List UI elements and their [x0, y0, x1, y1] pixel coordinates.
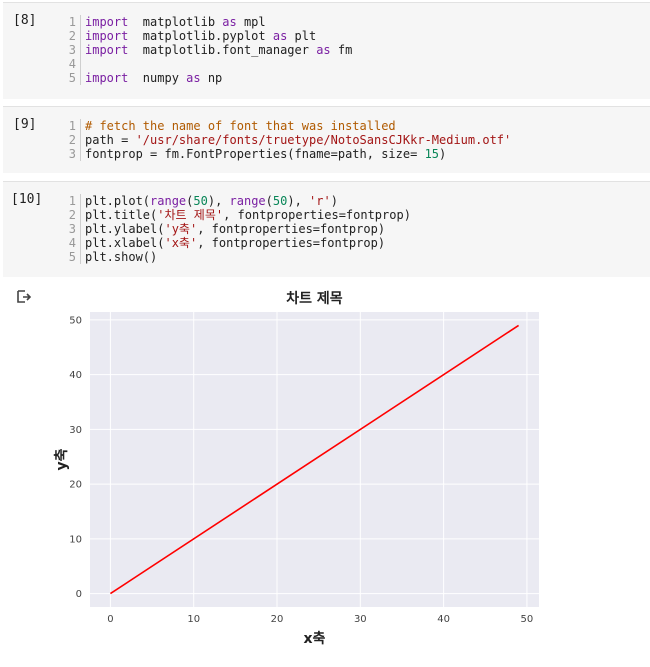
code-line: 5 import numpy as np: [65, 71, 352, 85]
code-token: , fontproperties=fontprop): [197, 236, 386, 250]
code-token: path =: [85, 133, 136, 147]
y-tick-label: 50: [69, 315, 82, 326]
code-token: ): [330, 194, 338, 208]
code-token: matplotlib.pyplot: [128, 29, 273, 43]
line-number: 5: [65, 250, 81, 264]
execution-count: [8]: [13, 13, 37, 28]
x-tick-label: 30: [354, 614, 367, 625]
code-token: , fontproperties=fontprop): [223, 208, 411, 222]
code-line: 3 fontprop = fm.FontProperties(fname=path…: [65, 147, 511, 161]
x-tick-label: 50: [521, 614, 534, 625]
x-axis-label: x축: [304, 631, 326, 647]
code-token: (: [186, 194, 194, 208]
x-tick-label: 10: [187, 614, 200, 625]
code-line: 1 # fetch the name of font that was insta…: [65, 119, 511, 133]
series-line: [109, 324, 520, 595]
x-tick-label: 0: [107, 614, 113, 625]
code-token: as: [316, 43, 331, 57]
line-number: 1: [65, 119, 81, 133]
code-cell-8[interactable]: [8] 1 import matplotlib as mpl 2 import mat…: [3, 2, 650, 99]
code-token: '차트 제목': [157, 208, 224, 222]
code-line: 4: [65, 57, 352, 71]
code-token: import: [85, 43, 129, 57]
output-arrow-icon[interactable]: [16, 289, 32, 305]
x-tick-label: 40: [437, 614, 450, 625]
code-token: mpl: [236, 15, 266, 29]
code-token: 'r': [309, 194, 331, 208]
code-line: 1 plt.plot(range(50), range(50), 'r'): [65, 194, 411, 208]
code-token: plt.ylabel(: [85, 222, 165, 236]
code-token: import: [85, 29, 129, 43]
code-line: 5 plt.show(): [65, 250, 411, 264]
code-editor[interactable]: 1 import matplotlib as mpl 2 import matplot…: [65, 15, 352, 85]
code-token: ): [439, 147, 447, 161]
code-token: plt.plot(: [85, 194, 151, 208]
code-token: 15: [424, 147, 440, 161]
code-line: 3 plt.ylabel('y축', fontproperties=fontpro…: [65, 222, 411, 236]
line-number: 4: [65, 57, 81, 71]
code-token: as: [222, 15, 237, 29]
line-number: 3: [65, 43, 81, 57]
execution-count: [10]: [11, 192, 43, 207]
code-line: 2 plt.title('차트 제목', fontproperties=fontp…: [65, 208, 411, 222]
code-token: fontprop = fm.FontProperties(fname=path,…: [85, 147, 425, 161]
code-token: '/usr/share/fonts/truetype/NotoSansCJKkr…: [135, 133, 512, 147]
y-tick-label: 40: [69, 370, 82, 381]
code-cell-10[interactable]: [10] 1 plt.plot(range(50), range(50), 'r'…: [3, 181, 650, 277]
code-token: matplotlib.font_manager: [128, 43, 317, 57]
code-token: as: [186, 71, 201, 85]
code-token: ),: [207, 194, 230, 208]
code-token: plt: [287, 29, 317, 43]
code-line: 4 plt.xlabel('x축', fontproperties=fontpro…: [65, 236, 411, 250]
code-token: np: [200, 71, 223, 85]
code-token: plt.xlabel(: [85, 236, 165, 250]
line-number: 2: [65, 133, 81, 147]
line-number: 5: [65, 71, 81, 85]
code-token: matplotlib: [128, 15, 223, 29]
code-token: (: [265, 194, 273, 208]
code-line: 2 import matplotlib.pyplot as plt: [65, 29, 352, 43]
code-token: range: [229, 194, 266, 208]
line-number: 2: [65, 208, 81, 222]
code-token: range: [150, 194, 187, 208]
code-token: , fontproperties=fontprop): [197, 222, 386, 236]
line-number: 1: [65, 194, 81, 208]
code-cell-9[interactable]: [9] 1 # fetch the name of font that was i…: [3, 106, 650, 173]
code-token: fm: [330, 43, 353, 57]
line-chart: 0 10 20 30 40 50 0 10 20 30 40 50 차트 제목 x축 y축: [54, 291, 539, 647]
code-line: 3 import matplotlib.font_manager as fm: [65, 43, 352, 57]
y-tick-label: 10: [69, 534, 82, 545]
y-axis-label: y축: [54, 448, 70, 470]
code-line: 2 path = '/usr/share/fonts/truetype/NotoS…: [65, 133, 511, 147]
code-token: import: [85, 71, 129, 85]
code-token: plt.show(): [85, 250, 158, 264]
code-editor[interactable]: 1 # fetch the name of font that was insta…: [65, 119, 511, 161]
y-tick-label: 20: [69, 480, 82, 491]
y-tick-label: 30: [69, 425, 82, 436]
code-token: 50: [272, 194, 288, 208]
y-tick-label: 0: [76, 589, 82, 600]
chart-title: 차트 제목: [286, 291, 343, 307]
code-line: 1 import matplotlib as mpl: [65, 15, 352, 29]
x-tick-label: 20: [271, 614, 284, 625]
code-editor[interactable]: 1 plt.plot(range(50), range(50), 'r') 2 plt…: [65, 194, 411, 264]
code-token: 'y축': [164, 222, 198, 236]
line-number: 3: [65, 147, 81, 161]
line-number: 1: [65, 15, 81, 29]
execution-count: [9]: [13, 117, 37, 132]
code-token: numpy: [128, 71, 187, 85]
line-number: 3: [65, 222, 81, 236]
code-token: ),: [287, 194, 310, 208]
code-token: # fetch the name of font that was instal…: [85, 119, 396, 133]
code-token: 'x축': [164, 236, 198, 250]
code-token: as: [272, 29, 288, 43]
line-number: 4: [65, 236, 81, 250]
line-number: 2: [65, 29, 81, 43]
code-token: import: [85, 15, 129, 29]
code-token: plt.title(: [85, 208, 158, 222]
code-token: 50: [193, 194, 208, 208]
